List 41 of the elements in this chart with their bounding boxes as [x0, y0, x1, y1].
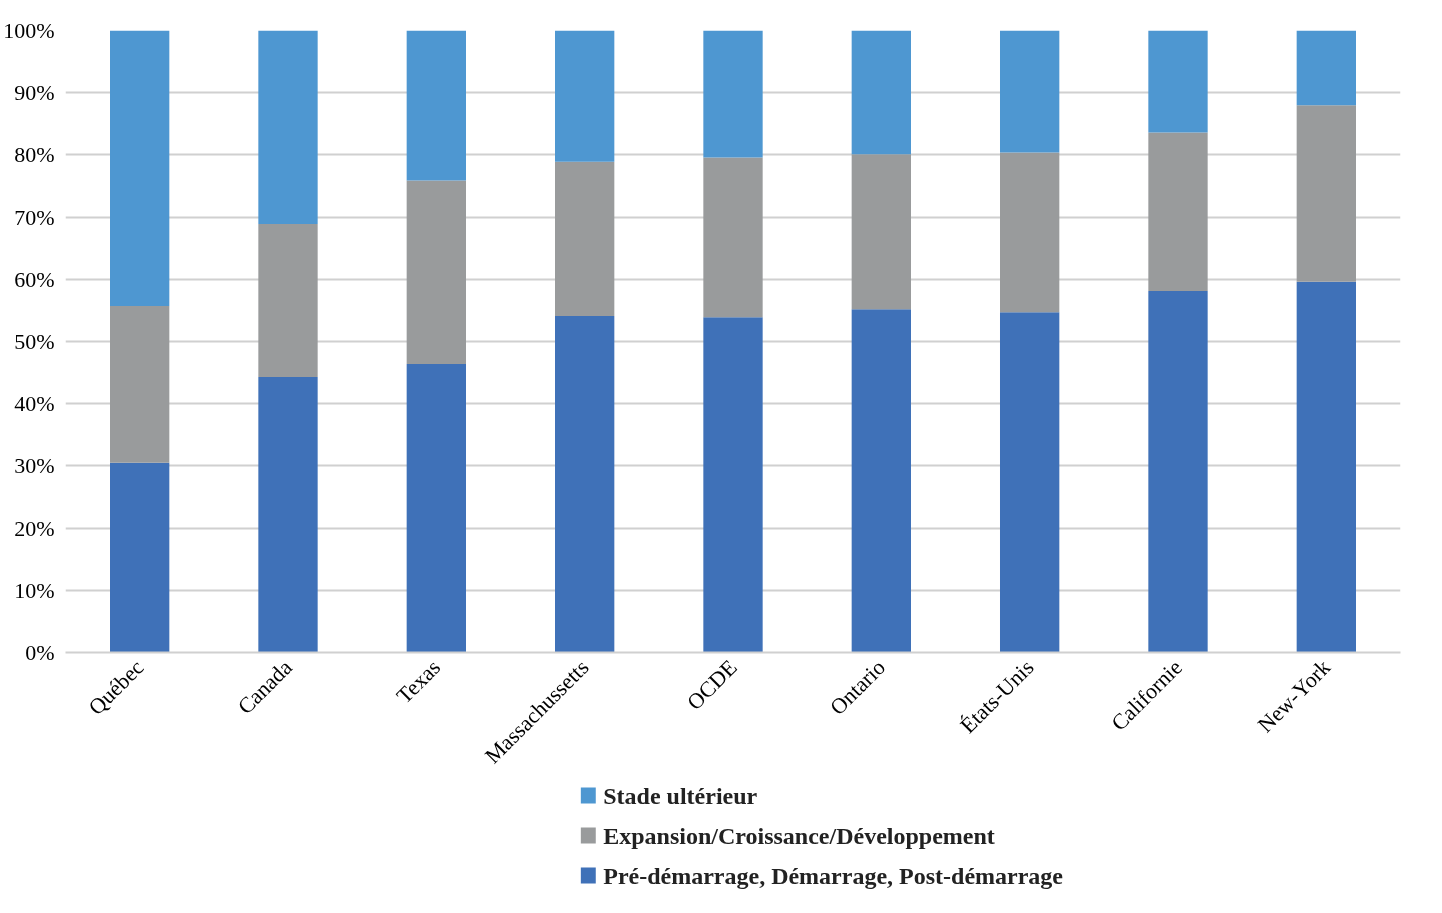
bar	[406, 30, 466, 181]
bar	[851, 30, 911, 155]
bar	[110, 462, 170, 653]
bar	[1148, 291, 1208, 653]
bar	[851, 309, 911, 653]
y-tick-label: 10%	[14, 577, 55, 603]
y-tick-label: 90%	[14, 80, 55, 106]
bar	[1000, 30, 1060, 153]
bar	[1148, 30, 1208, 133]
y-tick-label: 50%	[14, 329, 55, 354]
bar	[110, 30, 170, 307]
bar	[703, 157, 763, 318]
y-tick-label: 40%	[14, 391, 55, 417]
bar	[703, 30, 763, 158]
bar	[258, 376, 318, 653]
legend-label: Stade ultérieur	[603, 782, 758, 809]
y-tick-label: 20%	[14, 515, 55, 541]
bar	[258, 223, 318, 377]
bar	[258, 30, 318, 224]
bar	[1296, 281, 1356, 653]
bar	[851, 154, 911, 310]
legend-label: Expansion/Croissance/Développement	[603, 822, 995, 849]
y-tick-label: 0%	[25, 640, 55, 665]
bar	[406, 363, 466, 653]
bar	[555, 316, 615, 653]
bar	[110, 306, 170, 463]
bar	[1296, 105, 1356, 282]
bar	[1000, 152, 1060, 313]
bar	[406, 180, 466, 364]
y-tick-label: 60%	[14, 266, 55, 292]
bar	[555, 30, 615, 162]
y-tick-label: 100%	[3, 18, 55, 43]
legend-label: Pré-démarrage, Démarrage, Post-démarrage	[603, 862, 1064, 889]
bar	[555, 161, 615, 316]
y-tick-label: 70%	[14, 204, 55, 230]
y-tick-label: 80%	[14, 142, 55, 168]
bar	[703, 317, 763, 653]
bar	[1000, 312, 1060, 653]
y-tick-label: 30%	[14, 453, 55, 479]
bar	[1296, 30, 1356, 106]
bar	[1148, 132, 1208, 292]
